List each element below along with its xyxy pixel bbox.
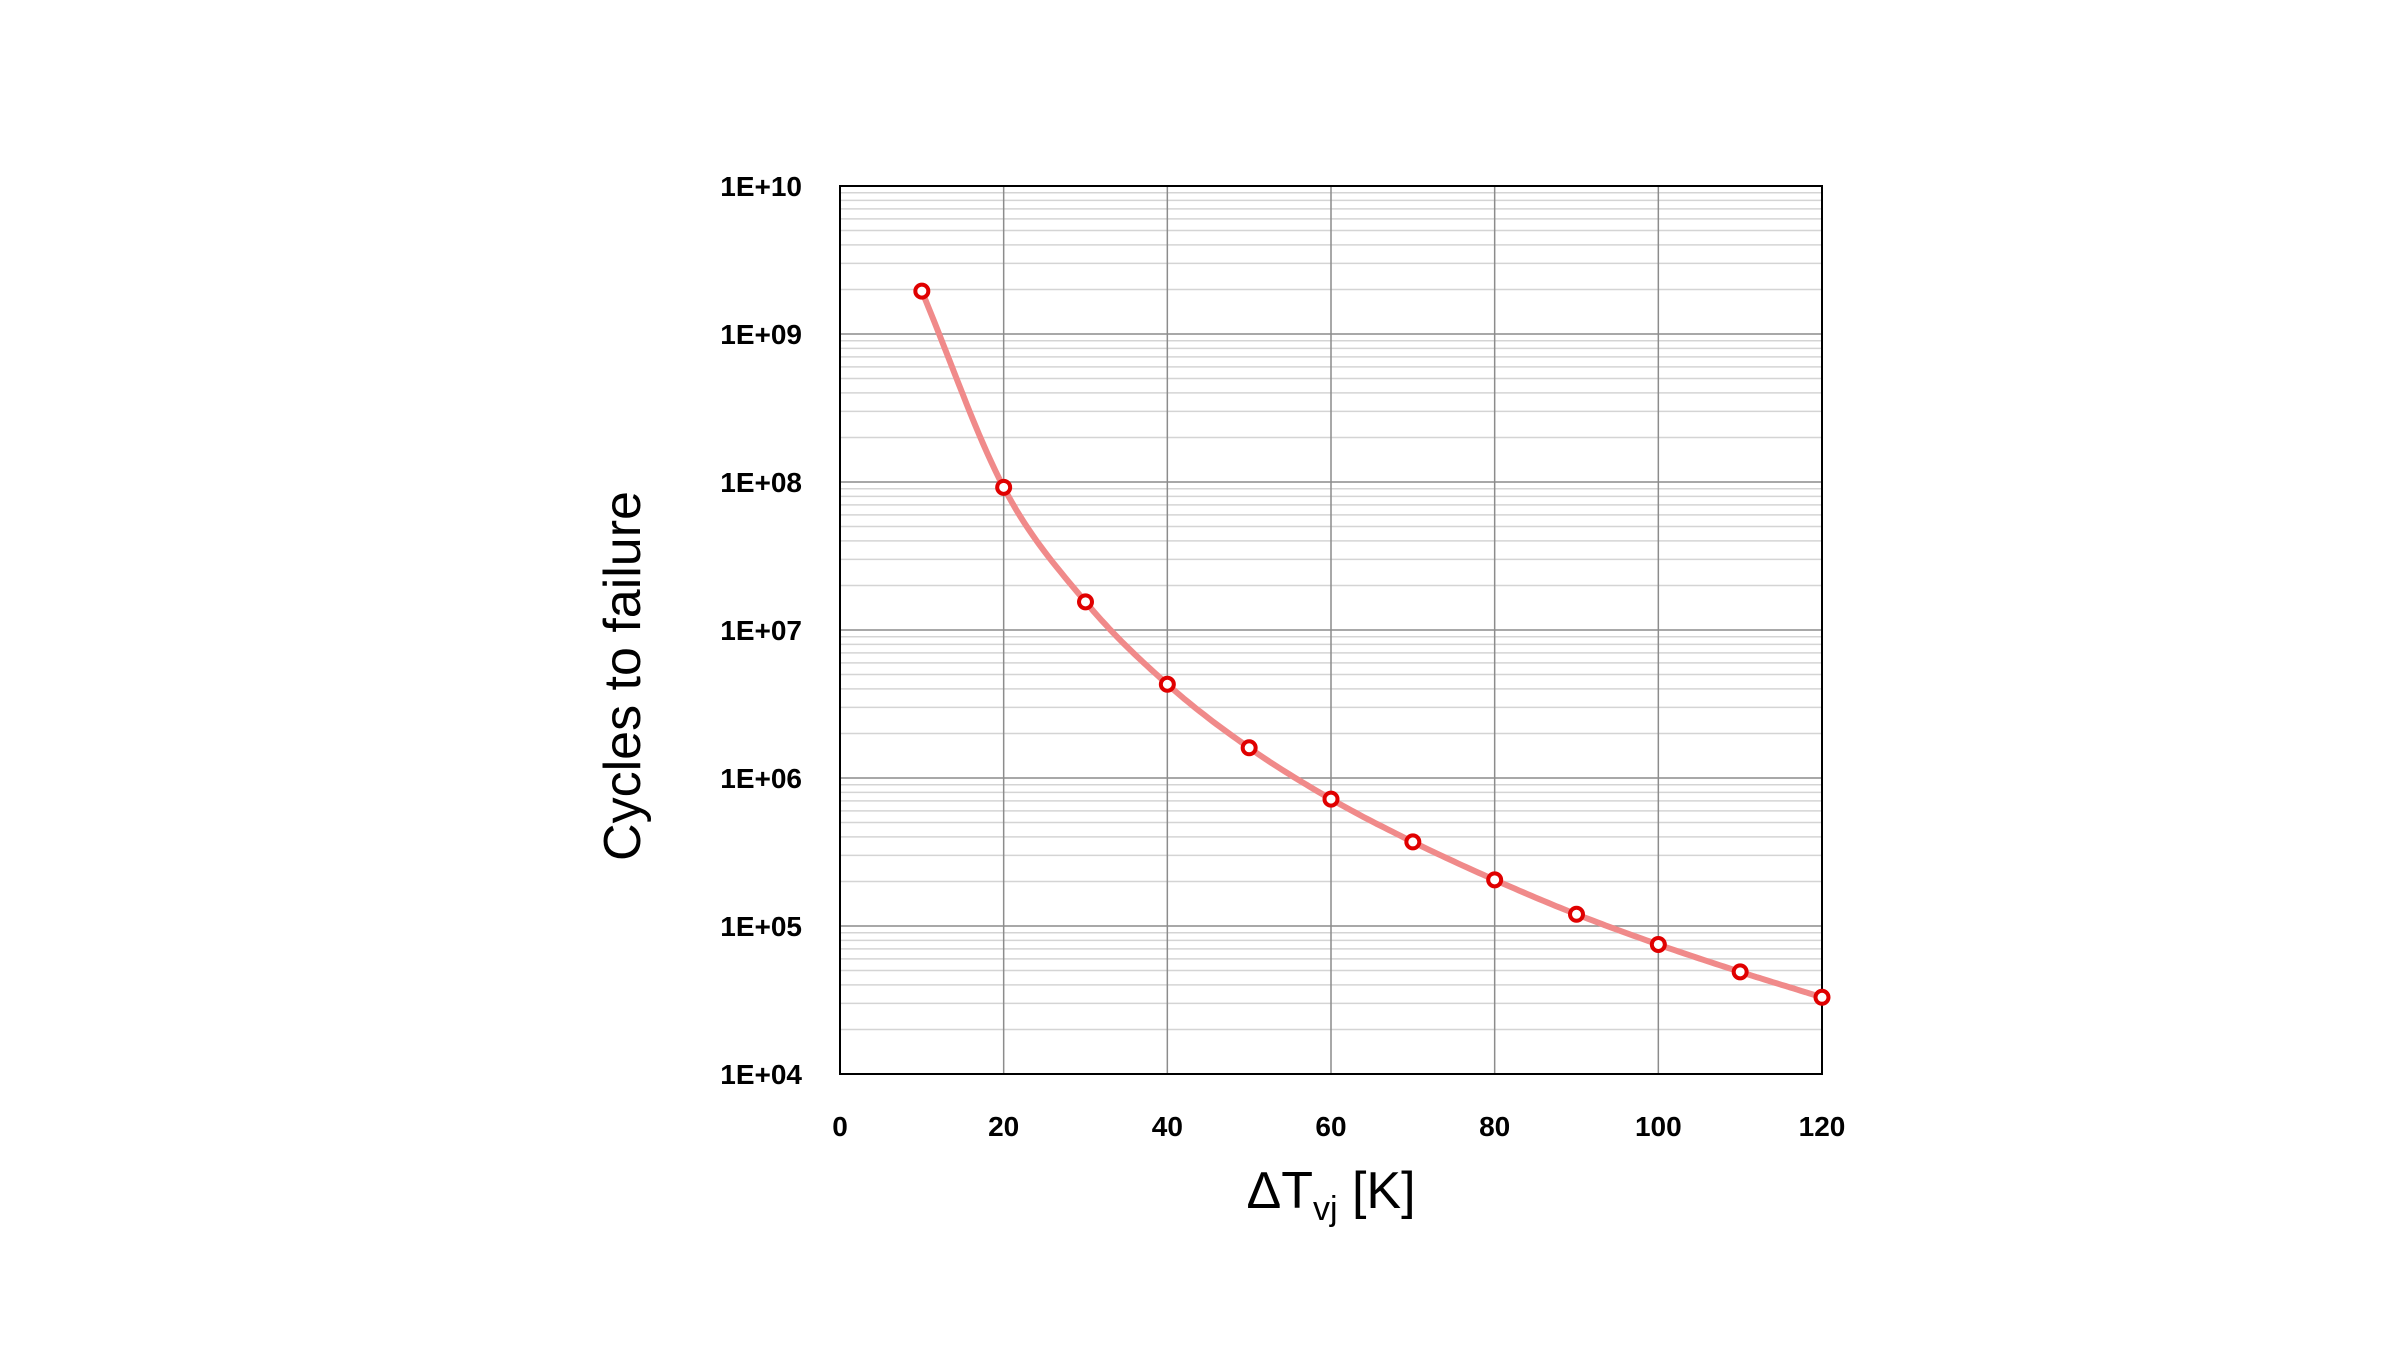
data-point [995,478,1013,496]
y-tick-label: 1E+08 [720,467,802,498]
y-tick-label: 1E+05 [720,911,802,942]
x-tick-label: 120 [1799,1111,1846,1142]
x-tick-label: 100 [1635,1111,1682,1142]
x-tick-label: 20 [988,1111,1019,1142]
data-point [1404,833,1422,851]
x-tick-label: 40 [1152,1111,1183,1142]
plot-frame [839,185,1823,1075]
y-tick-label: 1E+10 [720,171,802,202]
data-point [1813,988,1831,1006]
x-axis-subscript: vj [1313,1190,1338,1228]
y-tick-label: 1E+04 [720,1059,802,1090]
data-point [1158,675,1176,693]
y-tick-label: 1E+06 [720,763,802,794]
y-tick-label: 1E+09 [720,319,802,350]
x-axis-title: ΔTvj [K] [1246,1162,1415,1228]
data-point [1649,935,1667,953]
data-point [1322,790,1340,808]
x-axis-symbol: ΔT [1246,1162,1313,1220]
data-point [1240,739,1258,757]
data-point [1731,963,1749,981]
x-tick-label: 80 [1479,1111,1510,1142]
x-axis-unit: [K] [1338,1162,1416,1220]
series-line [918,288,1825,1001]
series-layer [913,282,1831,1006]
x-tick-labels: 0 20 40 60 80 100 120 [832,1111,1845,1142]
data-point [1486,871,1504,889]
data-point [1077,593,1094,611]
data-point [913,282,931,300]
y-axis-title: Cycles to failure [594,491,652,861]
data-point [1568,905,1585,923]
y-tick-label: 1E+07 [720,615,802,646]
y-tick-labels: 1E+04 1E+05 1E+06 1E+07 1E+08 1E+09 1E+10 [720,171,802,1090]
x-tick-label: 60 [1315,1111,1346,1142]
x-tick-label: 0 [832,1111,848,1142]
